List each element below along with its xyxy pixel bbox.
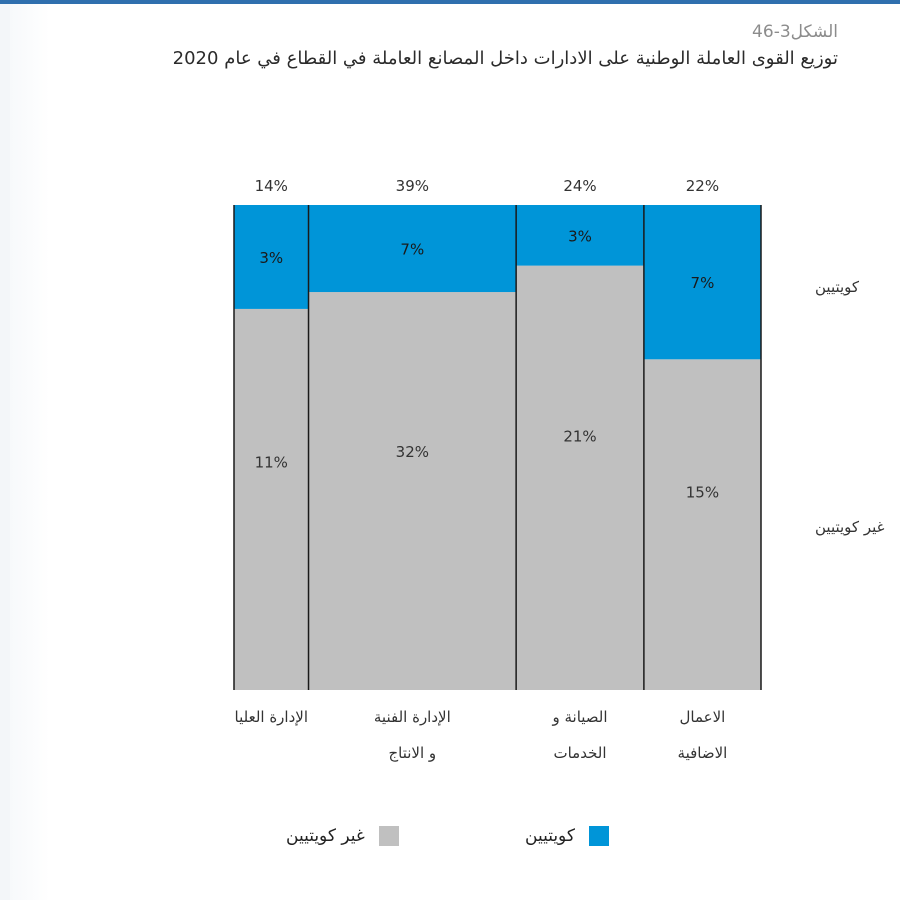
left-edge-fade: [10, 4, 50, 900]
kuwaiti-value-label: 3%: [259, 249, 283, 267]
legend-swatch-kuwaiti: [588, 826, 609, 846]
bar-non-kuwaiti: [516, 265, 644, 690]
kuwaiti-value-label: 3%: [568, 227, 592, 245]
legend-label-kuwaiti: كويتيين: [525, 826, 575, 846]
category-label: الاضافية: [678, 744, 728, 762]
bar-kuwaiti: [308, 205, 517, 293]
non-kuwaiti-value-label: 32%: [396, 443, 429, 461]
bar-kuwaiti: [516, 205, 644, 266]
legend-label-non-kuwaiti: غير كويتيين: [286, 826, 365, 846]
legend-swatch-non-kuwaiti: [378, 826, 399, 846]
figure-title: توزيع القوى العاملة الوطنية على الادارات…: [172, 48, 838, 69]
total-label: 22%: [686, 177, 719, 195]
total-label: 14%: [255, 177, 288, 195]
bar-non-kuwaiti: [234, 308, 309, 690]
non-kuwaiti-value-label: 15%: [686, 484, 719, 502]
category-label: الاعمال: [680, 708, 726, 726]
category-label: و الانتاج: [388, 744, 436, 763]
bar-kuwaiti: [234, 205, 309, 309]
left-edge-strip: [0, 4, 10, 900]
legend-item-kuwaiti: كويتيين: [525, 822, 609, 850]
non-kuwaiti-value-label: 21%: [563, 427, 596, 445]
category-label: الإدارة الفنية: [374, 708, 451, 726]
category-label: الصيانة و: [551, 708, 607, 726]
category-label: الإدارة العليا: [235, 708, 308, 726]
category-label: الخدمات: [553, 744, 606, 762]
total-label: 24%: [563, 177, 596, 195]
side-label-kuwaiti: كويتيين: [815, 278, 860, 296]
kuwaiti-value-label: 7%: [691, 274, 715, 292]
total-label: 39%: [396, 177, 429, 195]
kuwaiti-value-label: 7%: [400, 241, 424, 259]
non-kuwaiti-value-label: 11%: [255, 453, 288, 471]
legend-item-non-kuwaiti: غير كويتيين: [286, 822, 399, 850]
figure-label: الشكل3-46: [752, 22, 838, 42]
bar-non-kuwaiti: [308, 292, 517, 690]
top-border: [0, 0, 900, 4]
bar-non-kuwaiti: [643, 359, 761, 690]
side-label-non-kuwaiti: غير كويتيين: [815, 518, 885, 536]
bar-kuwaiti: [643, 205, 761, 360]
